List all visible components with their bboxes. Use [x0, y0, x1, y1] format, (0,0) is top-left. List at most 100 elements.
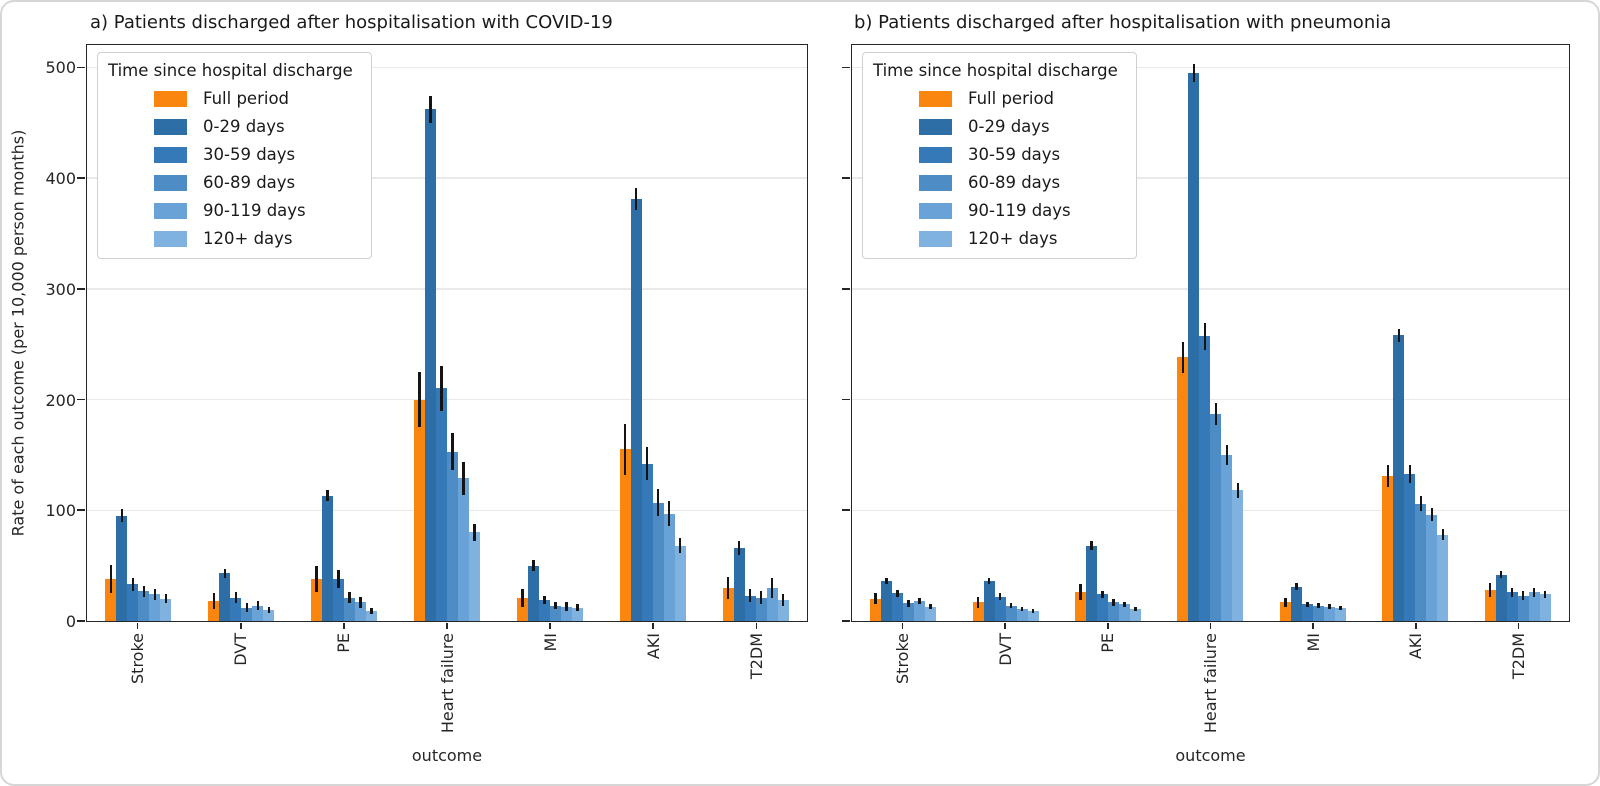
bar — [733, 541, 745, 621]
x-tick-label: AKI — [1406, 633, 1426, 660]
error-bar — [359, 596, 362, 608]
error-bar — [1510, 587, 1514, 597]
error-bar — [256, 601, 260, 610]
error-bar — [645, 447, 649, 481]
error-bar — [987, 577, 991, 585]
y-tick-label: 400 — [45, 169, 76, 189]
x-tick-label: Heart failure — [1201, 633, 1220, 734]
bar-group-dvt — [954, 45, 1056, 621]
bar — [1097, 591, 1109, 621]
error-bar — [1284, 597, 1287, 607]
error-bar — [245, 603, 249, 613]
bar — [1334, 605, 1346, 621]
legend-swatch — [154, 174, 187, 191]
error-bar — [1079, 584, 1082, 600]
bar — [252, 601, 264, 621]
legend-item-label: 0-29 days — [968, 117, 1050, 136]
x-tick-label: AKI — [643, 633, 663, 660]
legend-item: 120+ days — [873, 229, 1118, 248]
bar — [538, 595, 550, 621]
error-bar — [1532, 587, 1536, 597]
legend-title: Time since hospital discharge — [873, 61, 1118, 80]
legend-swatch — [154, 202, 187, 219]
bar — [469, 523, 480, 621]
error-bar — [1543, 591, 1547, 598]
error-bar — [1397, 328, 1401, 342]
legend-item-label: 30-59 days — [203, 145, 296, 164]
bar — [1393, 328, 1405, 621]
error-bar — [885, 577, 888, 585]
error-bar — [554, 602, 557, 609]
bar — [263, 606, 275, 621]
legend-item: 30-59 days — [108, 145, 353, 164]
bar-group-stroke — [87, 45, 190, 621]
error-bar — [1430, 508, 1434, 522]
legend-swatch — [919, 202, 952, 219]
error-bar — [1488, 583, 1492, 597]
x-tick-label: MI — [540, 633, 560, 652]
x-tick-mark — [652, 623, 655, 629]
x-tick-mark — [755, 623, 758, 629]
bar — [447, 432, 458, 621]
error-bar — [976, 596, 980, 608]
bar-group-t2dm — [1467, 45, 1569, 621]
bar — [333, 570, 345, 621]
bar — [1210, 402, 1222, 621]
gridline-y300 — [87, 288, 807, 290]
error-bar — [109, 564, 113, 594]
bar — [344, 592, 356, 621]
error-bar — [337, 570, 340, 588]
error-bar — [1090, 541, 1093, 551]
bar — [516, 588, 528, 621]
y-tick-mark — [842, 398, 850, 401]
bar — [1086, 541, 1098, 621]
y-tick-mark — [77, 509, 85, 512]
x-tick-mark — [1312, 623, 1314, 629]
error-bar — [532, 560, 535, 572]
y-tick-mark — [842, 620, 850, 622]
legend-item-label: 90-119 days — [203, 201, 306, 220]
error-bar — [907, 599, 910, 607]
x-tick-label: Heart failure — [437, 633, 457, 734]
error-bar — [267, 606, 271, 614]
error-bar — [929, 604, 932, 609]
error-bar — [1020, 606, 1024, 612]
bar — [1130, 606, 1142, 621]
legend-swatch — [919, 118, 952, 135]
bar — [1437, 529, 1449, 621]
legend-item-label: 90-119 days — [968, 201, 1071, 220]
bar — [560, 602, 572, 621]
legend-item: 90-119 days — [873, 201, 1118, 220]
y-tick-mark — [842, 509, 850, 512]
gridline-y200 — [87, 398, 807, 401]
bar — [241, 603, 253, 621]
bar-group-mi — [498, 45, 601, 621]
bar-group-aki — [601, 45, 704, 621]
x-tick-label: DVT — [231, 633, 251, 666]
error-bar — [429, 96, 432, 123]
bar — [1323, 604, 1335, 621]
error-bar — [1225, 444, 1229, 465]
error-bar — [315, 565, 318, 593]
error-bar — [521, 588, 524, 607]
error-bar — [1123, 602, 1126, 607]
bar-group-pe — [293, 45, 396, 621]
gridline-y300 — [852, 288, 1569, 290]
legend-item: 60-89 days — [108, 173, 353, 192]
error-bar — [1009, 603, 1013, 608]
error-bar — [418, 371, 421, 428]
y-tick-label: 500 — [45, 58, 76, 78]
error-bar — [623, 423, 627, 475]
error-bar — [451, 432, 454, 471]
error-bar — [1295, 583, 1298, 590]
bar — [1119, 602, 1131, 621]
legend-entries: Full period 0-29 days 30-59 days 60-89 days… — [873, 89, 1118, 248]
bar — [1232, 482, 1244, 621]
error-bar — [874, 593, 877, 605]
legend-item: 90-119 days — [108, 201, 353, 220]
bar — [1290, 583, 1302, 621]
x-tick-label-wrap: AKI — [642, 633, 664, 659]
bar — [630, 188, 642, 621]
bar — [1177, 341, 1189, 621]
x-tick-label-wrap: MI — [539, 633, 561, 652]
